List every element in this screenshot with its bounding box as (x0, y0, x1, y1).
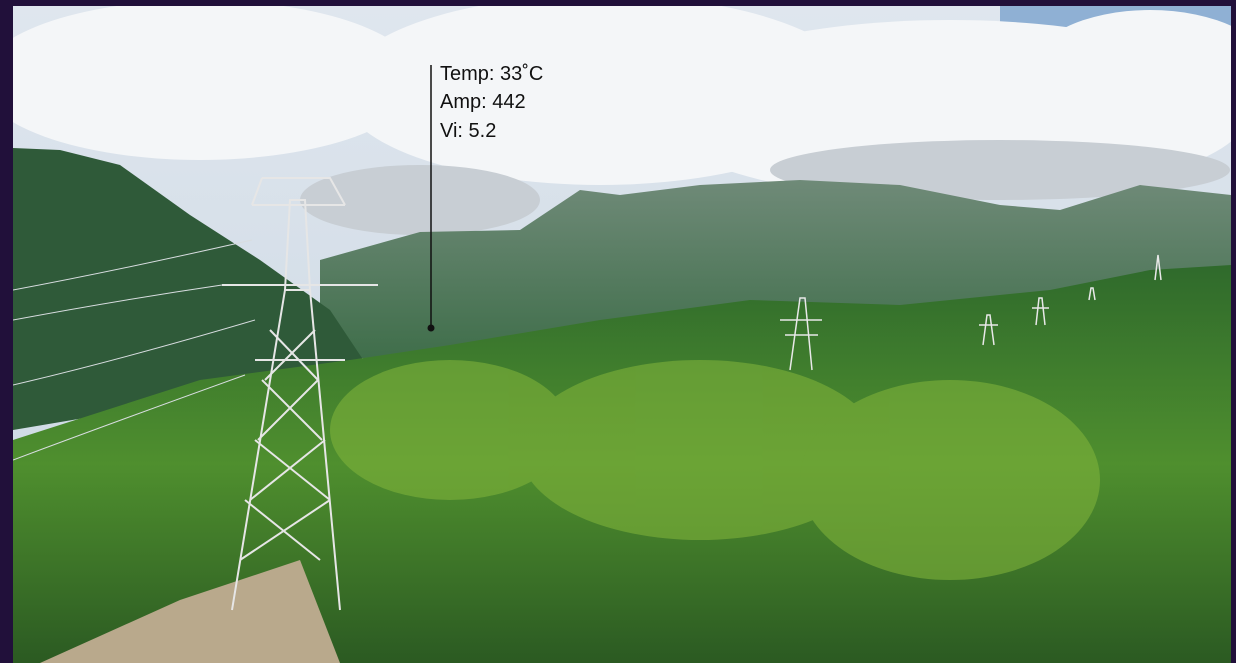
page: Temp: 33˚C Amp: 442 Vi: 5.2 (() => { con… (0, 0, 1236, 663)
temp-label: Temp: 33˚C (440, 63, 543, 85)
vi-label: Vi: 5.2 (440, 120, 496, 142)
amp-label: Amp: 442 (440, 91, 526, 113)
callout-dot (428, 325, 435, 332)
scene: Temp: 33˚C Amp: 442 Vi: 5.2 (0, 0, 1236, 663)
photo (0, 0, 1236, 663)
